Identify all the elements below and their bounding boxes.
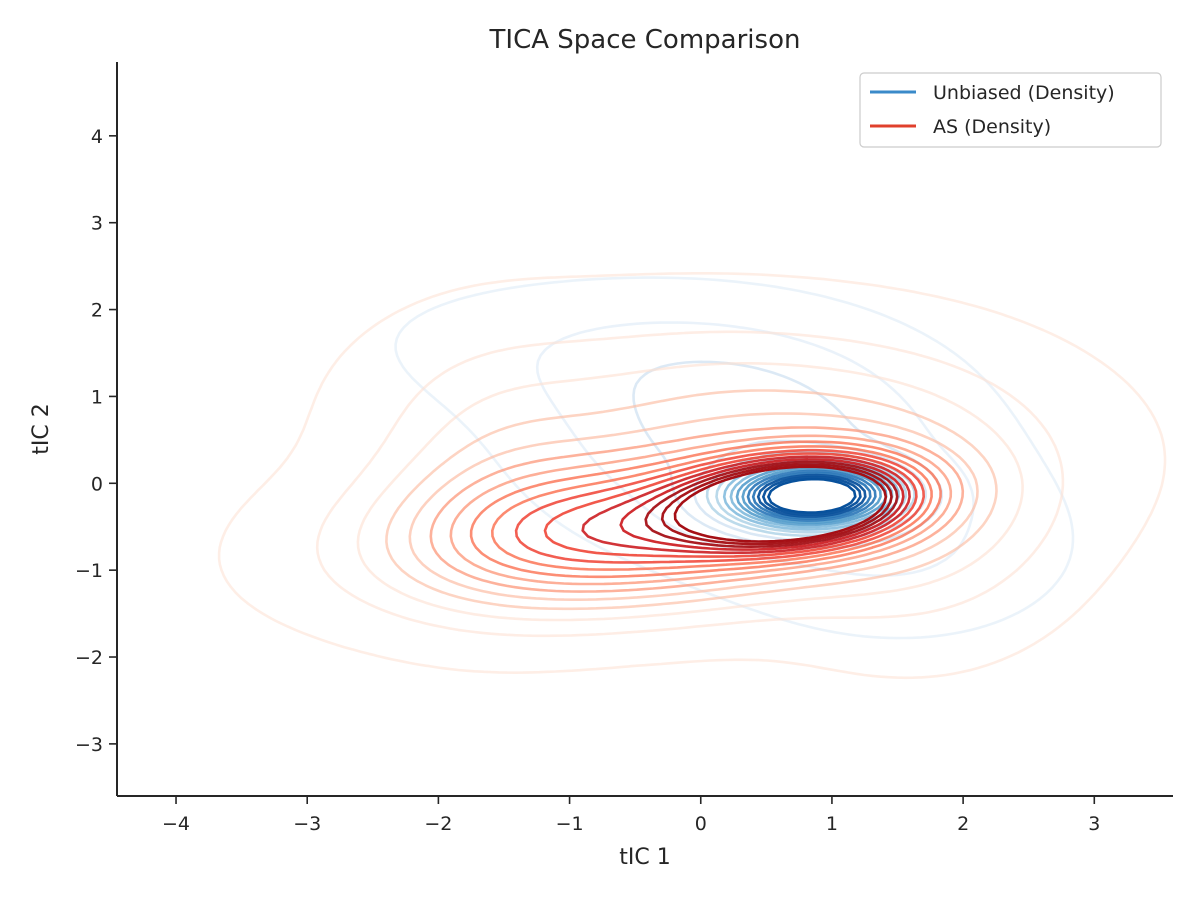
as-contour-level: [385, 389, 998, 611]
unbiased-contour-level: [756, 473, 867, 518]
y-tick-label: −2: [75, 647, 103, 669]
y-tick-label: −1: [75, 560, 103, 582]
as-contour-level: [644, 460, 899, 548]
density-contours: [217, 272, 1167, 680]
x-tick-label: 0: [695, 813, 707, 835]
axis-ticks: −4 −3 −2 −1 0 1 2 3 −3 −2 −1 0 1 2 3 4: [75, 126, 1100, 835]
x-tick-label: 1: [826, 813, 838, 835]
legend-label-as: AS (Density): [933, 116, 1051, 138]
y-tick-label: 2: [91, 300, 103, 322]
as-contour-level: [469, 440, 942, 579]
x-tick-label: −4: [162, 813, 190, 835]
unbiased-contour-level: [762, 475, 862, 516]
y-tick-label: 3: [91, 213, 103, 235]
as-contour-level: [315, 330, 1065, 638]
x-tick-label: 2: [957, 813, 969, 835]
unbiased-contour-level: [751, 471, 872, 520]
y-axis-label: tIC 2: [29, 403, 54, 454]
unbiased-contour-level: [767, 477, 857, 514]
unbiased-contour-level: [741, 467, 882, 524]
as-contour-level: [491, 445, 933, 571]
as-contour-level: [408, 412, 979, 601]
as-contour-level: [514, 448, 925, 564]
y-tick-label: 0: [91, 473, 103, 495]
as-contour-level: [581, 455, 911, 555]
x-tick-label: −3: [293, 813, 321, 835]
as-contour-level: [673, 465, 888, 543]
as-contour-level: [660, 463, 893, 546]
as-contour-level: [217, 272, 1167, 680]
x-tick-label: −1: [556, 813, 584, 835]
x-axis-label: tIC 1: [619, 845, 670, 870]
y-tick-label: −3: [75, 734, 103, 756]
legend-box: [859, 72, 1162, 148]
y-tick-label: 1: [91, 386, 103, 408]
legend: Unbiased (Density) AS (Density): [859, 72, 1162, 148]
x-tick-label: 3: [1088, 813, 1100, 835]
y-tick-label: 4: [91, 126, 103, 148]
chart-title: TICA Space Comparison: [489, 25, 801, 55]
unbiased-contour-level: [746, 469, 877, 522]
as-contour-level: [543, 452, 918, 558]
x-tick-label: −2: [424, 813, 452, 835]
as-contour-level: [356, 362, 1024, 622]
as-contour-level: [449, 434, 953, 586]
legend-label-unbiased: Unbiased (Density): [933, 82, 1115, 104]
as-contour-level: [619, 458, 905, 551]
as-contour-level: [429, 426, 965, 593]
